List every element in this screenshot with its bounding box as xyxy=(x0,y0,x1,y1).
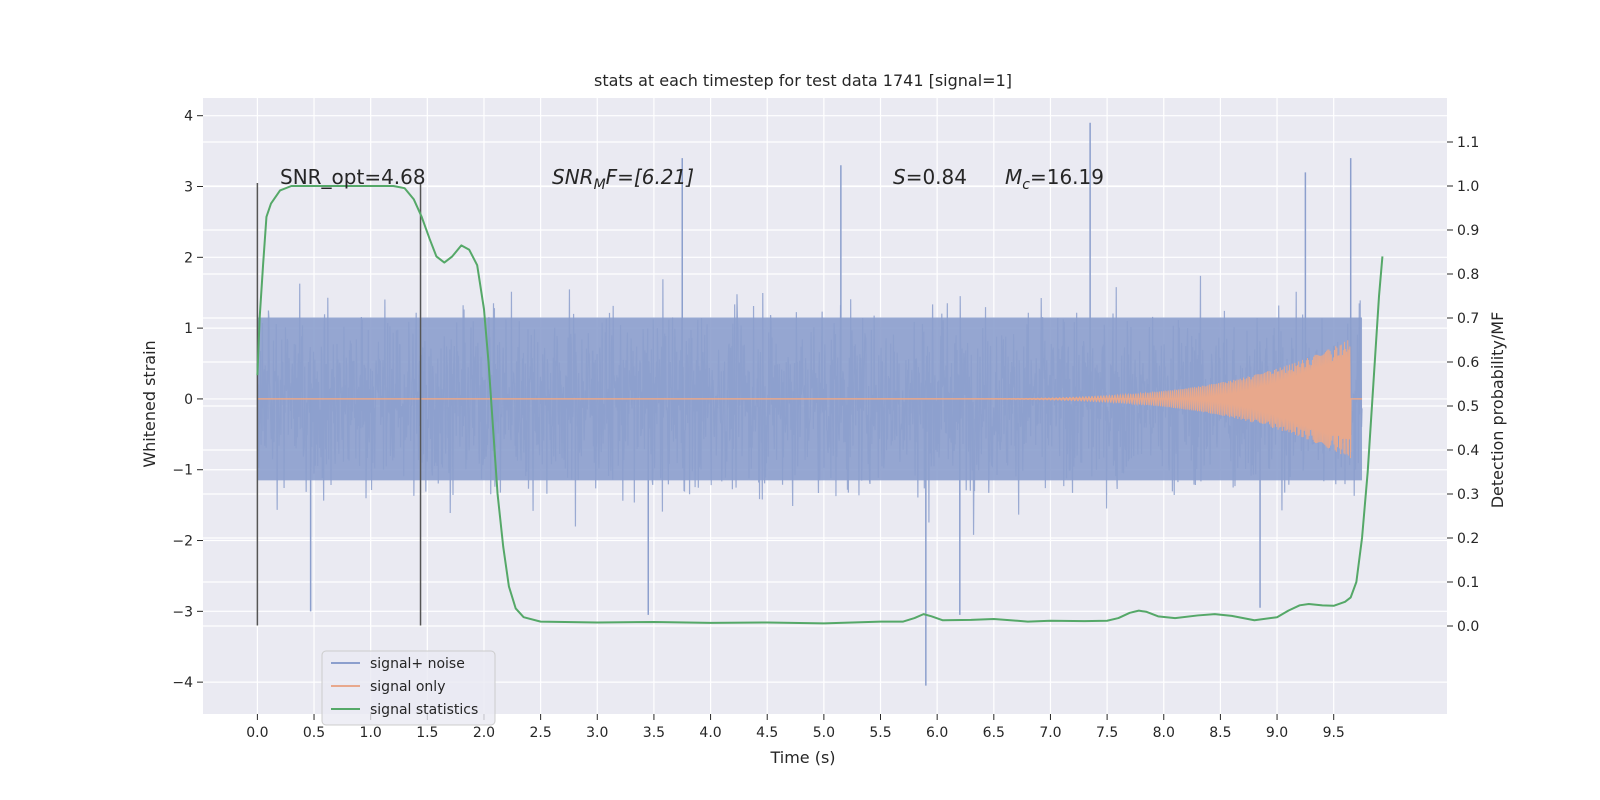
y-tick-label-3: 1 xyxy=(184,321,193,337)
x-tick-label-11: 5.5 xyxy=(869,725,891,741)
legend-label-noise: signal+ noise xyxy=(370,656,465,672)
y-right-tick-label-1: 1.0 xyxy=(1457,179,1479,195)
y-right-tick-label-10: 0.1 xyxy=(1457,575,1479,591)
annotation-mc-sub: c xyxy=(1022,177,1030,193)
legend-label-signal: signal only xyxy=(370,679,445,695)
annotation-mc-symbol: M xyxy=(1005,165,1022,189)
x-tick-label-16: 8.0 xyxy=(1153,725,1175,741)
window-markers xyxy=(256,182,422,626)
series-signal-statistics xyxy=(256,185,1384,625)
x-tick-label-15: 7.5 xyxy=(1096,725,1118,741)
y-right-tick-label-6: 0.5 xyxy=(1457,399,1479,415)
x-tick-label-12: 6.0 xyxy=(926,725,948,741)
y-tick-label-7: −3 xyxy=(172,604,193,620)
statistics-line xyxy=(256,185,1384,625)
chart-title: stats at each timestep for test data 174… xyxy=(594,71,1012,90)
x-tick-label-8: 4.0 xyxy=(699,725,721,741)
x-tick-label-13: 6.5 xyxy=(983,725,1005,741)
y-tick-label-2: 2 xyxy=(184,250,193,266)
annotation-snr-opt: SNR_opt=4.68 xyxy=(280,165,426,189)
x-tick-label-4: 2.0 xyxy=(473,725,495,741)
x-tick-label-6: 3.0 xyxy=(586,725,608,741)
y-right-tick-label-11: 0.0 xyxy=(1457,619,1479,635)
x-tick-label-1: 0.5 xyxy=(303,725,325,741)
y-tick-label-4: 0 xyxy=(184,392,193,408)
legend-box xyxy=(321,650,496,726)
annotation-s-value: =0.84 xyxy=(906,165,967,189)
x-tick-label-10: 5.0 xyxy=(813,725,835,741)
y-right-tick-label-9: 0.2 xyxy=(1457,531,1479,547)
annotation-snr-mf-base: SNR xyxy=(552,165,594,189)
series-signal-only xyxy=(257,340,1363,459)
annotation-snr-mf-rest: F=[6.21] xyxy=(606,165,694,189)
x-tick-label-2: 1.0 xyxy=(360,725,382,741)
y-tick-label-6: −2 xyxy=(172,534,193,550)
x-tick-label-18: 9.0 xyxy=(1266,725,1288,741)
x-tick-label-17: 8.5 xyxy=(1209,725,1231,741)
y-tick-label-0: 4 xyxy=(184,109,193,125)
annotation-snr-mf: SNRMF=[6.21] xyxy=(552,165,694,193)
x-tick-label-0: 0.0 xyxy=(246,725,268,741)
legend: signal+ noise signal only signal statist… xyxy=(321,650,496,726)
x-axis-label: Time (s) xyxy=(769,748,835,767)
legend-label-statistics: signal statistics xyxy=(370,702,478,718)
axes: 0.0 0.5 1.0 1.5 2.0 2.5 3.0 3.5 4.0 4.5 5.0 5.5 6.0 6… xyxy=(172,109,1479,741)
annotation-mc: Mc=16.19 xyxy=(1005,165,1104,193)
y-tick-label-1: 3 xyxy=(184,180,193,196)
y-tick-label-5: −1 xyxy=(172,463,193,479)
x-tick-label-14: 7.0 xyxy=(1039,725,1061,741)
annotation-s: S=0.84 xyxy=(893,165,967,189)
y-tick-label-8: −4 xyxy=(172,675,193,691)
y-right-tick-label-4: 0.7 xyxy=(1457,311,1479,327)
signal-chirp xyxy=(880,340,1352,459)
annotation-mc-value: =16.19 xyxy=(1030,165,1104,189)
y-right-tick-label-5: 0.6 xyxy=(1457,355,1479,371)
y-right-tick-label-3: 0.8 xyxy=(1457,267,1479,283)
y-axis-label: Whitened strain xyxy=(140,340,159,467)
y-right-tick-label-2: 0.9 xyxy=(1457,223,1479,239)
x-tick-label-7: 3.5 xyxy=(643,725,665,741)
annotation-snr-mf-sub: M xyxy=(594,177,606,193)
x-tick-label-5: 2.5 xyxy=(529,725,551,741)
y-right-tick-label-0: 1.1 xyxy=(1457,135,1479,151)
y-axis-right-label: Detection probability/MF xyxy=(1488,312,1507,509)
y-right-tick-label-7: 0.4 xyxy=(1457,443,1479,459)
x-tick-label-19: 9.5 xyxy=(1323,725,1345,741)
annotation-s-symbol: S xyxy=(893,165,906,189)
x-tick-label-9: 4.5 xyxy=(756,725,778,741)
y-right-tick-label-8: 0.3 xyxy=(1457,487,1479,503)
x-tick-label-3: 1.5 xyxy=(416,725,438,741)
